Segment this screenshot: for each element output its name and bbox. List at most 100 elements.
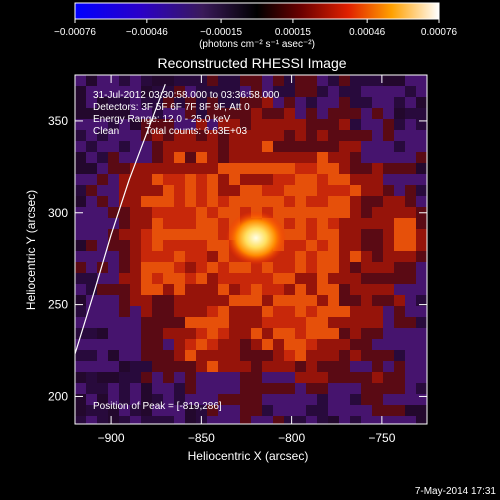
colorbar: [74, 2, 440, 20]
heatmap-cell: [251, 383, 263, 395]
heatmap-cell: [405, 97, 417, 109]
heatmap-cell: [108, 229, 120, 241]
heatmap-cell: [218, 108, 230, 120]
heatmap-cell: [196, 350, 208, 362]
heatmap-cell: [328, 86, 340, 98]
heatmap-cell: [130, 306, 142, 318]
heatmap-cell: [306, 130, 318, 142]
heatmap-cell: [218, 273, 230, 285]
heatmap-cell: [218, 119, 230, 131]
heatmap-cell: [141, 416, 153, 424]
heatmap-cell: [394, 262, 406, 274]
heatmap-cell: [394, 328, 406, 340]
heatmap-cell: [185, 372, 197, 384]
heatmap-cell: [405, 306, 417, 318]
heatmap-cell: [185, 416, 197, 424]
heatmap-image: [75, 75, 427, 424]
heatmap-cell: [86, 350, 98, 362]
heatmap-cell: [185, 251, 197, 263]
heatmap-cell: [240, 328, 252, 340]
heatmap-cell: [152, 394, 164, 406]
heatmap-cell: [130, 372, 142, 384]
heatmap-cell: [86, 75, 98, 87]
heatmap-cell: [207, 108, 219, 120]
heatmap-cell: [394, 130, 406, 142]
heatmap-cell: [218, 361, 230, 373]
heatmap-cell: [284, 306, 296, 318]
heatmap-cell: [185, 350, 197, 362]
heatmap-cell: [218, 130, 230, 142]
heatmap-cell: [328, 394, 340, 406]
heatmap-cell: [273, 328, 285, 340]
heatmap-cell: [361, 207, 373, 219]
heatmap-cell: [163, 130, 175, 142]
heatmap-cell: [207, 86, 219, 98]
heatmap-cell: [394, 317, 406, 329]
heatmap-cell: [284, 141, 296, 153]
heatmap-cell: [405, 273, 417, 285]
heatmap-cell: [405, 86, 417, 98]
heatmap-cell: [108, 317, 120, 329]
heatmap-cell: [361, 328, 373, 340]
heatmap-cell: [394, 339, 406, 351]
heatmap-cell: [130, 317, 142, 329]
heatmap-cell: [163, 163, 175, 175]
heatmap-cell: [86, 207, 98, 219]
heatmap-cell: [141, 262, 153, 274]
heatmap-cell: [328, 207, 340, 219]
heatmap-cell: [97, 207, 109, 219]
heatmap-cell: [141, 141, 153, 153]
heatmap-cell: [152, 229, 164, 241]
heatmap-cell: [394, 174, 406, 186]
heatmap-cell: [251, 273, 263, 285]
heatmap-cell: [405, 218, 417, 230]
heatmap-cell: [416, 174, 427, 186]
heatmap-cell: [339, 405, 351, 417]
heatmap-cell: [152, 75, 164, 87]
heatmap-cell: [284, 262, 296, 274]
heatmap-cell: [361, 361, 373, 373]
heatmap-cell: [141, 317, 153, 329]
heatmap-cell: [405, 416, 417, 424]
heatmap-cell: [284, 108, 296, 120]
heatmap-cell: [97, 284, 109, 296]
heatmap-cell: [284, 405, 296, 417]
heatmap-cell: [350, 218, 362, 230]
heatmap-cell: [405, 339, 417, 351]
heatmap-cell: [372, 306, 384, 318]
heatmap-cell: [383, 284, 395, 296]
heatmap-cell: [328, 108, 340, 120]
heatmap-cell: [339, 218, 351, 230]
heatmap-cell: [130, 108, 142, 120]
heatmap-cell: [317, 240, 329, 252]
heatmap-cell: [152, 295, 164, 307]
heatmap-cell: [240, 75, 252, 87]
heatmap-cell: [185, 339, 197, 351]
heatmap-cell: [207, 251, 219, 263]
heatmap-cell: [262, 383, 274, 395]
heatmap-cell: [372, 207, 384, 219]
heatmap-cell: [75, 119, 87, 131]
heatmap-cell: [229, 163, 241, 175]
heatmap-cell: [295, 317, 307, 329]
heatmap-cell: [372, 405, 384, 417]
heatmap-cell: [383, 328, 395, 340]
heatmap-cell: [240, 405, 252, 417]
heatmap-cell: [317, 97, 329, 109]
heatmap-cell: [405, 328, 417, 340]
heatmap-cell: [295, 141, 307, 153]
heatmap-cell: [361, 108, 373, 120]
heatmap-cell: [141, 383, 153, 395]
heatmap-cell: [240, 262, 252, 274]
heatmap-cell: [295, 383, 307, 395]
heatmap-cell: [416, 284, 427, 296]
heatmap-cell: [306, 251, 318, 263]
heatmap-cell: [207, 339, 219, 351]
heatmap-cell: [383, 339, 395, 351]
heatmap-cell: [383, 119, 395, 131]
heatmap-cell: [361, 119, 373, 131]
heatmap-cell: [141, 405, 153, 417]
heatmap-cell: [339, 152, 351, 164]
heatmap-cell: [141, 372, 153, 384]
